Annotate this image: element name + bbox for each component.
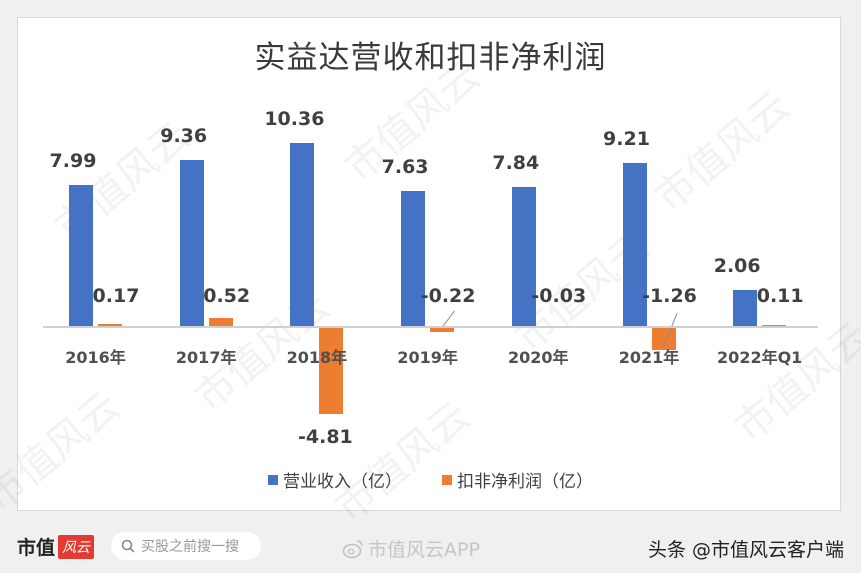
value-label-profit: 0.11: [756, 285, 804, 307]
value-label-revenue: 7.99: [49, 149, 97, 172]
source-credit: 头条 @市值风云客户端: [647, 539, 844, 561]
bar-revenue[interactable]: [179, 160, 204, 327]
search-box[interactable]: 买股之前搜一搜: [111, 532, 261, 560]
x-tick-label: 2019年: [397, 348, 458, 367]
value-label-profit: -4.81: [298, 425, 353, 448]
bar-profit[interactable]: [98, 323, 122, 327]
value-label-revenue: 9.21: [603, 128, 650, 151]
legend-swatch-profit: [442, 474, 452, 485]
weibo-watermark: 市值风云APP: [342, 535, 480, 562]
weibo-text: 市值风云APP: [368, 539, 480, 561]
value-label-revenue: 9.36: [160, 125, 208, 148]
legend-label-profit: 扣非净利润（亿）: [457, 472, 593, 492]
bar-profit[interactable]: [208, 317, 233, 327]
value-label-profit: 0.17: [92, 285, 140, 307]
legend-item-revenue[interactable]: 营业收入（亿）: [268, 467, 402, 492]
value-label-revenue: 10.36: [264, 107, 325, 130]
search-icon: [121, 539, 135, 553]
x-tick-label: 2017年: [175, 348, 237, 367]
bar-profit[interactable]: [430, 328, 455, 332]
chart-title: 实益达营收和扣非净利润: [254, 40, 607, 76]
weibo-icon: [342, 539, 363, 558]
value-label-revenue: 7.84: [492, 152, 540, 175]
footer: 市值 风云 买股之前搜一搜 市值风云APP 头条 @市值风云客户端: [0, 520, 861, 573]
x-tick-label: 2016年: [65, 348, 126, 367]
legend-label-revenue: 营业收入（亿）: [283, 472, 402, 492]
search-placeholder: 买股之前搜一搜: [141, 539, 239, 555]
bar-revenue[interactable]: [511, 187, 536, 327]
bar-revenue[interactable]: [69, 184, 93, 327]
x-axis-line: [43, 326, 818, 328]
logo-badge: 风云: [58, 534, 95, 559]
legend: 营业收入（亿） 扣非净利润（亿）: [0, 467, 861, 492]
bar-revenue[interactable]: [401, 191, 426, 327]
x-tick-label: 2020年: [508, 348, 569, 367]
value-label-revenue: 2.06: [713, 255, 761, 278]
value-label-profit: -0.22: [420, 285, 476, 307]
value-label-profit: 0.52: [203, 285, 251, 307]
x-tick-label: 2018年: [286, 348, 348, 367]
value-label-revenue: 7.63: [381, 156, 429, 179]
logo-text: 市值: [17, 537, 56, 559]
legend-swatch-revenue: [268, 474, 278, 485]
bar-revenue[interactable]: [622, 163, 647, 327]
x-tick-label: 2021年: [618, 348, 680, 367]
bar-revenue[interactable]: [733, 290, 758, 327]
value-label-profit: -1.26: [642, 285, 697, 307]
x-tick-label: 2022年Q1: [717, 348, 803, 367]
brand-logo[interactable]: 市值 风云: [17, 533, 95, 560]
legend-item-profit[interactable]: 扣非净利润（亿）: [442, 467, 593, 492]
bar-revenue[interactable]: [290, 142, 315, 327]
chart-panel: [17, 17, 841, 511]
value-label-profit: -0.03: [531, 285, 587, 307]
bar-profit[interactable]: [319, 328, 344, 414]
